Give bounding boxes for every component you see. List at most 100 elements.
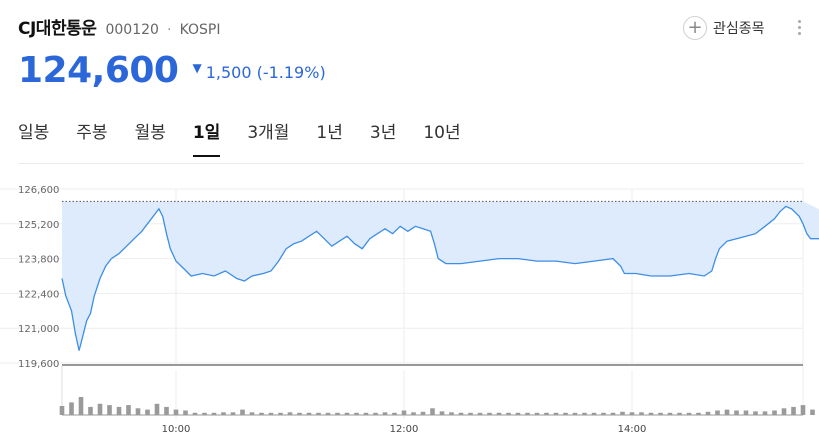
stock-header: CJ대한통운 000120 · KOSPI [18,14,220,39]
separator-dot: · [167,22,172,38]
tab-weekly[interactable]: 주봉 [76,123,108,143]
volume-bar [116,406,122,415]
period-tabs: 일봉 주봉 월봉 1일 3개월 1년 3년 10년 [18,118,488,157]
y-tick-label: 119,600 [18,359,59,370]
volume-bar [772,410,777,415]
tab-monthly[interactable]: 월봉 [134,123,166,143]
volume-bar [373,412,378,416]
market-label: KOSPI [179,22,221,38]
tab-1day[interactable]: 1일 [192,118,221,157]
volume-bar [677,412,682,416]
volume-bar [411,412,416,415]
volume-bar [601,412,606,416]
tab-10years[interactable]: 10년 [423,123,461,143]
volume-bar [230,412,236,415]
watchlist-label[interactable]: 관심종목 [713,21,765,37]
volume-bar [335,412,340,416]
volume-bar [563,412,568,416]
volume-bar [430,408,435,416]
volume-bar [78,397,84,415]
volume-bar [268,412,274,416]
volume-bar [715,410,720,415]
y-tick-label: 123,800 [18,255,59,266]
down-arrow-icon: ▼ [192,61,202,75]
volume-bar [544,412,549,416]
stock-code: 000120 [105,22,159,38]
volume-bar [515,412,521,416]
price-area-fill [62,201,819,351]
volume-bar [202,412,207,416]
price-row: 124,600 ▼ 1,500 (-1.19%) [18,50,326,91]
volume-bar [297,412,302,416]
more-options-icon[interactable] [797,20,803,38]
volume-bar [439,411,445,415]
volume-bar [810,409,815,415]
volume-bar [145,409,150,415]
volume-bar [135,408,141,416]
volume-bar [487,412,492,416]
volume-bar [287,412,293,415]
volume-bar [591,412,597,416]
volume-bar [696,412,701,416]
current-price: 124,600 [18,50,179,91]
volume-bar [743,410,749,415]
volume-bar [249,412,255,415]
volume-bar [88,406,93,415]
volume-bars [59,397,815,416]
volume-bar [344,412,350,416]
tab-daily[interactable]: 일봉 [18,123,50,143]
volume-bar [59,406,65,415]
volume-bar [734,410,739,415]
volume-bar [354,412,359,416]
volume-bar [69,402,74,415]
volume-bar [154,403,160,416]
tab-3months[interactable]: 3개월 [247,123,290,143]
watchlist-button[interactable]: + 관심종목 [683,16,765,40]
volume-bar [582,412,587,416]
volume-bar [325,412,331,416]
volume-bar [107,405,112,415]
tab-3years[interactable]: 3년 [369,123,397,143]
volume-bar [192,412,198,416]
x-tick-label: 10:00 [162,424,191,435]
volume-bar [401,410,407,415]
y-tick-label: 125,200 [18,220,59,231]
volume-bar [420,411,426,415]
price-line [61,205,819,351]
volume-bar [382,412,388,415]
volume-bar [316,412,321,416]
volume-bar [525,412,530,416]
volume-bar [211,412,217,416]
tab-divider [18,163,804,164]
volume-bar [259,412,264,416]
volume-bar [753,411,758,415]
volume-bar [506,412,511,416]
volume-bar [126,405,131,415]
volume-bar [724,409,730,415]
volume-bar [496,412,502,416]
y-tick-label: 122,400 [18,289,59,300]
volume-bar [278,412,283,416]
plus-icon[interactable]: + [683,16,707,40]
volume-bar [534,412,540,416]
volume-bar [183,410,188,415]
volume-bar [610,412,616,416]
volume-bar [629,412,635,415]
x-tick-label: 12:00 [390,424,419,435]
volume-bar [620,411,625,415]
volume-bar [762,411,768,415]
stock-name[interactable]: CJ대한통운 [18,19,97,39]
volume-bar [164,406,169,415]
volume-bar [97,403,103,416]
volume-bar [363,412,369,416]
volume-bar [667,412,673,416]
y-axis: 126,600 125,200 123,800 122,400 121,000 119,6… [18,185,59,370]
volume-bar [468,412,473,416]
volume-bar [477,412,483,416]
y-tick-label: 126,600 [18,185,59,196]
price-chart[interactable]: 126,600 125,200 123,800 122,400 121,000 119,6… [0,170,819,444]
x-axis: 10:00 12:00 14:00 [162,424,647,435]
volume-bar [572,412,578,416]
volume-bar [800,405,806,415]
tab-1year[interactable]: 1년 [316,123,343,143]
